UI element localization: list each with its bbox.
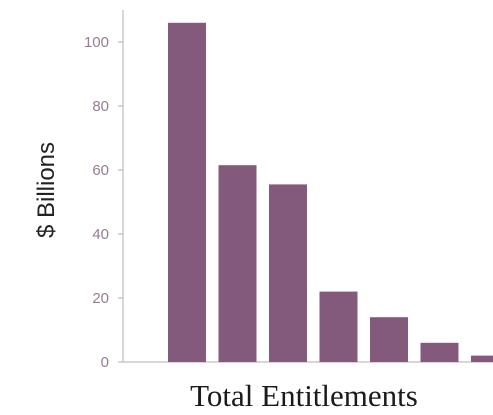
x-axis-label: Total Entitlements [190,378,418,413]
bar [269,184,307,362]
bar-group [168,22,493,363]
bar [471,355,493,362]
y-tick-label: 80 [92,98,109,115]
y-tick-label: 40 [92,226,109,243]
bar [319,291,358,362]
y-axis-label: $ Billions [33,142,60,238]
bar [420,342,459,362]
y-tick-label: 60 [92,162,109,179]
bar [168,22,206,363]
y-tick-group: 0 20 40 60 80 100 [84,34,123,371]
bar [218,165,257,362]
y-tick-label: 20 [92,290,109,307]
bar [370,317,408,362]
y-tick-label: 100 [84,34,109,51]
y-tick-label: 0 [101,354,109,371]
